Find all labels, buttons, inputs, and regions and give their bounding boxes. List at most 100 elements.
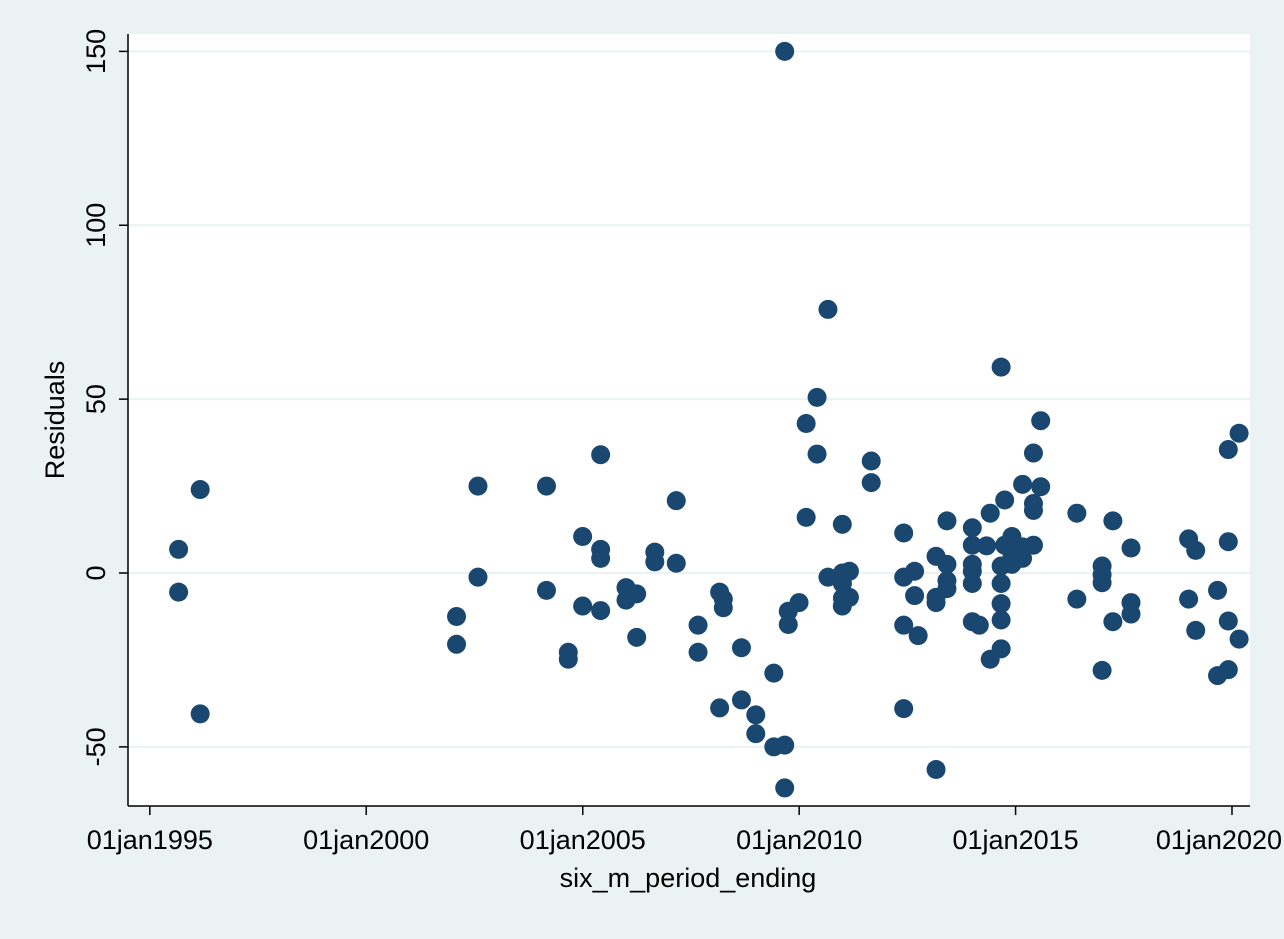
data-point-110: [1103, 511, 1123, 531]
data-point-114: [1121, 604, 1141, 624]
data-point-122: [1218, 532, 1238, 552]
data-point-24: [666, 491, 686, 511]
data-point-49: [818, 567, 838, 587]
data-point-43: [789, 593, 809, 613]
x-tick-label-4: 01jan2015: [953, 825, 1079, 855]
data-point-116: [1179, 589, 1199, 609]
data-point-105: [1067, 589, 1087, 609]
data-point-47: [807, 444, 827, 464]
data-point-68: [926, 593, 946, 613]
data-point-56: [839, 587, 859, 607]
x-axis-label: six_m_period_ending: [560, 863, 817, 893]
data-point-38: [775, 735, 795, 755]
data-point-1: [169, 582, 189, 602]
data-point-112: [1121, 538, 1141, 558]
data-point-126: [1229, 629, 1249, 649]
y-tick-label-3: 100: [81, 203, 111, 248]
data-point-5: [447, 634, 467, 654]
data-point-125: [1229, 423, 1249, 443]
data-point-117: [1186, 540, 1206, 560]
data-point-3: [190, 704, 210, 724]
data-point-86: [991, 573, 1011, 593]
data-point-123: [1218, 611, 1238, 631]
data-point-45: [796, 507, 816, 527]
data-point-88: [991, 610, 1011, 630]
data-point-11: [558, 649, 578, 669]
gridlines: [128, 50, 1250, 748]
data-point-118: [1186, 620, 1206, 640]
data-point-16: [591, 548, 611, 568]
data-point-89: [991, 639, 1011, 659]
data-point-17: [591, 601, 611, 621]
data-point-0: [169, 539, 189, 559]
data-point-6: [468, 476, 488, 496]
data-point-12: [573, 526, 593, 546]
data-point-25: [666, 553, 686, 573]
data-point-97: [1013, 548, 1033, 568]
data-point-71: [937, 554, 957, 574]
data-point-109: [1092, 660, 1112, 680]
y-tick-label-1: 0: [81, 565, 111, 580]
data-point-95: [1013, 474, 1033, 494]
data-point-14: [591, 445, 611, 465]
data-point-2: [190, 480, 210, 500]
data-point-42: [775, 41, 795, 61]
data-point-103: [1031, 477, 1051, 497]
plot-area: [128, 34, 1250, 806]
axes: [127, 34, 1250, 807]
data-point-69: [926, 759, 946, 779]
data-point-111: [1103, 612, 1123, 632]
data-point-104: [1067, 503, 1087, 523]
data-point-100: [1023, 500, 1043, 520]
y-tick-label-2: 50: [81, 384, 111, 414]
data-point-32: [731, 638, 751, 658]
data-point-75: [962, 535, 982, 555]
data-point-102: [1031, 411, 1051, 431]
data-point-46: [807, 387, 827, 407]
data-point-70: [937, 511, 957, 531]
data-point-33: [731, 690, 751, 710]
data-point-63: [905, 561, 925, 581]
data-point-13: [573, 596, 593, 616]
data-point-87: [991, 594, 1011, 614]
data-point-98: [1023, 443, 1043, 463]
data-point-101: [1023, 535, 1043, 555]
data-point-27: [688, 642, 708, 662]
data-point-58: [861, 473, 881, 493]
data-point-124: [1218, 660, 1238, 680]
x-tick-label-3: 01jan2010: [736, 825, 862, 855]
data-point-29: [710, 698, 730, 718]
data-point-20: [627, 584, 647, 604]
data-point-119: [1208, 580, 1228, 600]
x-tick-label-5: 01jan2020: [1156, 825, 1282, 855]
data-point-41: [778, 614, 798, 634]
data-point-50: [832, 514, 852, 534]
data-point-21: [627, 627, 647, 647]
x-tick-label-0: 01jan1995: [87, 825, 213, 855]
x-tick-label-1: 01jan2000: [303, 825, 429, 855]
data-point-23: [645, 552, 665, 572]
data-point-7: [468, 567, 488, 587]
data-point-108: [1092, 573, 1112, 593]
y-tick-label-0: -50: [81, 727, 111, 766]
data-point-39: [775, 778, 795, 798]
data-point-82: [980, 503, 1000, 523]
data-point-61: [894, 615, 914, 635]
data-point-36: [764, 663, 784, 683]
data-point-80: [969, 615, 989, 635]
y-axis-label: Residuals: [40, 361, 70, 480]
y-tick-label-4: 150: [81, 29, 111, 74]
y-axis-ticks: -50 0 50 100 150: [81, 29, 128, 766]
data-point-31: [713, 598, 733, 618]
data-point-81: [977, 536, 997, 556]
data-point-65: [908, 626, 928, 646]
data-point-48: [818, 299, 838, 319]
data-point-35: [746, 724, 766, 744]
data-point-44: [796, 413, 816, 433]
data-point-34: [746, 705, 766, 725]
x-axis-ticks: 01jan1995 01jan2000 01jan2005 01jan2010 01ja…: [87, 806, 1282, 855]
data-point-9: [536, 580, 556, 600]
data-point-62: [894, 699, 914, 719]
data-point-26: [688, 615, 708, 635]
